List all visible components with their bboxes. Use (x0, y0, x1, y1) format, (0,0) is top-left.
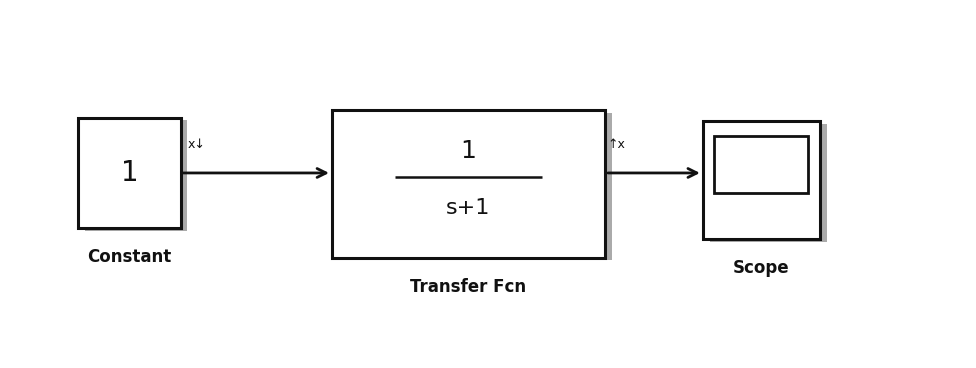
Bar (339, 113, 612, 260)
Bar (714, 136, 808, 193)
Text: 1: 1 (120, 159, 139, 187)
Bar (703, 121, 820, 239)
Text: ↑x: ↑x (607, 138, 625, 151)
Bar (78, 118, 181, 228)
Text: Transfer Fcn: Transfer Fcn (411, 278, 526, 296)
Bar (85, 120, 187, 231)
Text: 1: 1 (461, 139, 476, 163)
Bar (710, 124, 827, 242)
Text: Constant: Constant (87, 248, 172, 266)
Bar (332, 110, 605, 258)
Text: s+1: s+1 (446, 198, 491, 218)
Text: Scope: Scope (733, 259, 790, 277)
Text: x↓: x↓ (187, 138, 205, 151)
